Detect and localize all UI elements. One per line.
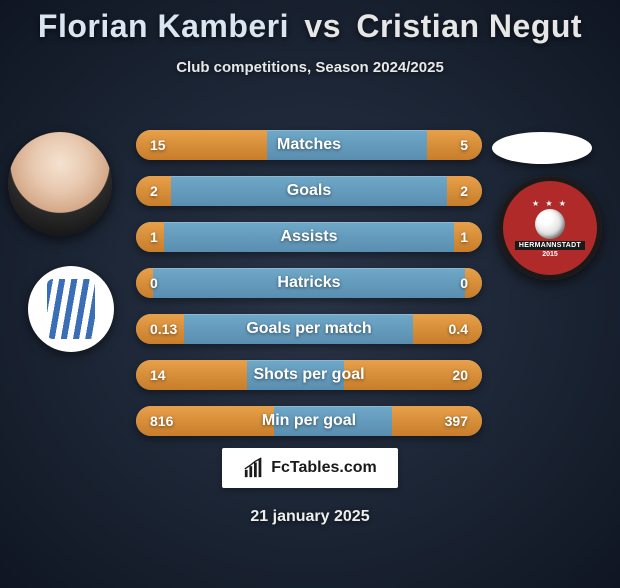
chart-bars-icon: [243, 457, 265, 479]
stat-right-value: 0: [460, 275, 468, 291]
stat-left-value: 816: [150, 413, 173, 429]
stat-row: 15 Matches 5: [136, 130, 482, 160]
club-right-year: 2015: [542, 251, 558, 258]
badge-stars-icon: ★ ★ ★: [532, 199, 568, 208]
stat-right-value: 1: [460, 229, 468, 245]
vs-label: vs: [304, 8, 341, 44]
player2-club-badge: ★ ★ ★ HERMANNSTADT 2015: [498, 176, 602, 280]
stat-row: 816 Min per goal 397: [136, 406, 482, 436]
player1-club-badge: [28, 266, 114, 352]
stat-fill-right: [454, 222, 482, 252]
stat-fill-right: [427, 130, 482, 160]
stat-label: Hatricks: [277, 274, 340, 292]
stat-label: Goals per match: [246, 320, 371, 338]
stat-row: 0.13 Goals per match 0.4: [136, 314, 482, 344]
stat-right-value: 2: [460, 183, 468, 199]
player1-photo: [8, 132, 112, 236]
stat-right-value: 20: [452, 367, 468, 383]
stat-fill-right: [413, 314, 482, 344]
stat-label: Matches: [277, 136, 341, 154]
stat-right-value: 397: [445, 413, 468, 429]
player2-name: Cristian Negut: [356, 8, 582, 44]
infographic-date: 21 january 2025: [250, 508, 369, 526]
stat-left-value: 14: [150, 367, 166, 383]
stat-left-value: 1: [150, 229, 158, 245]
club-right-name: HERMANNSTADT: [515, 241, 585, 250]
stat-row: 1 Assists 1: [136, 222, 482, 252]
stat-left-value: 15: [150, 137, 166, 153]
player2-photo-placeholder: [492, 132, 592, 164]
stat-label: Assists: [281, 228, 338, 246]
stat-row: 2 Goals 2: [136, 176, 482, 206]
player1-name: Florian Kamberi: [38, 8, 289, 44]
stat-left-value: 0.13: [150, 321, 177, 337]
soccer-ball-icon: [535, 209, 565, 239]
stat-row: 0 Hatricks 0: [136, 268, 482, 298]
stat-label: Min per goal: [262, 412, 356, 430]
stats-container: 15 Matches 5 2 Goals 2 1 Assists 1 0 Hatricks 0 0.13…: [136, 130, 482, 452]
stat-left-value: 2: [150, 183, 158, 199]
stat-left-value: 0: [150, 275, 158, 291]
fctables-logo: FcTables.com: [222, 448, 398, 488]
comparison-title: Florian Kamberi vs Cristian Negut: [0, 8, 620, 45]
stat-row: 14 Shots per goal 20: [136, 360, 482, 390]
stat-right-value: 5: [460, 137, 468, 153]
subtitle: Club competitions, Season 2024/2025: [0, 59, 620, 76]
stat-right-value: 0.4: [449, 321, 468, 337]
club-stripes-icon: [47, 279, 95, 339]
stat-fill-right: [392, 406, 482, 436]
brand-name: FcTables.com: [271, 459, 377, 477]
stat-label: Shots per goal: [253, 366, 364, 384]
stat-label: Goals: [287, 182, 331, 200]
